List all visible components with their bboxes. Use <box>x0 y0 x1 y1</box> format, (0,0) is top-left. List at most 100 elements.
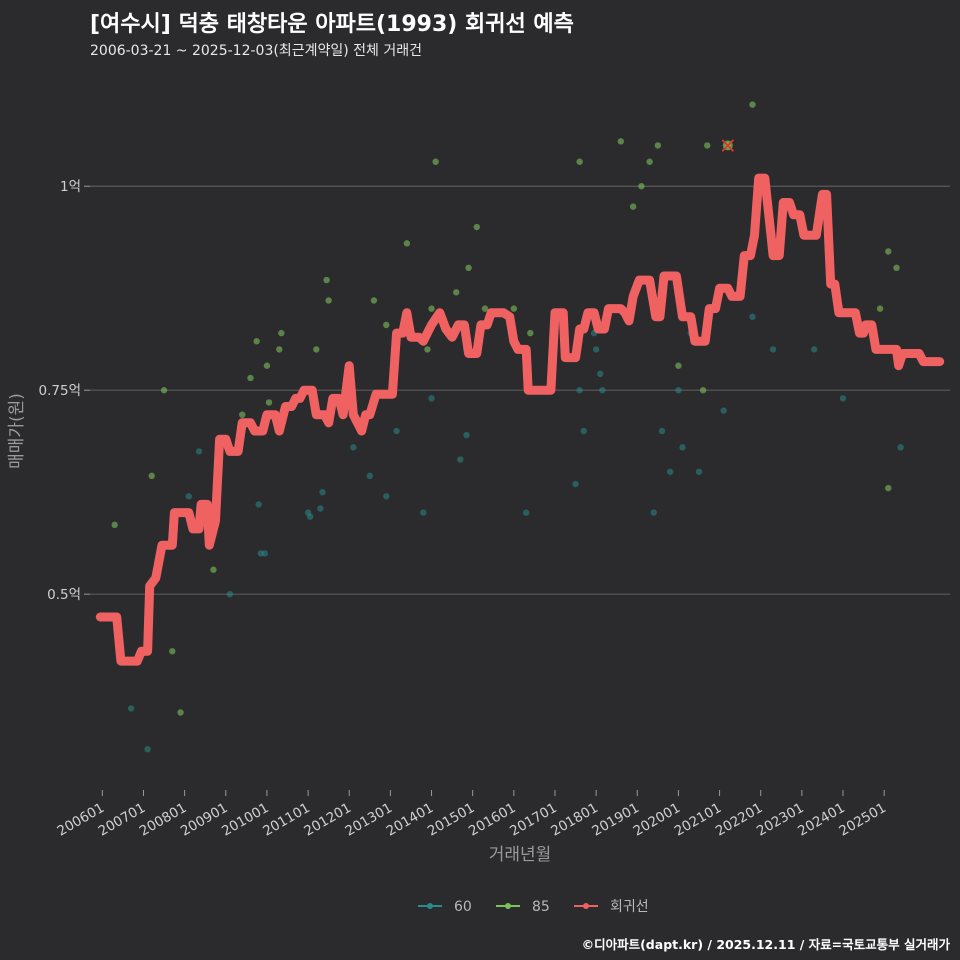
point-85 <box>169 648 176 655</box>
point-85 <box>263 362 271 369</box>
point-60 <box>599 387 606 394</box>
point-60 <box>650 509 657 516</box>
point-60 <box>144 746 151 753</box>
point-60 <box>383 493 390 500</box>
point-85 <box>885 248 892 255</box>
point-60 <box>675 387 682 394</box>
point-60 <box>420 509 427 516</box>
point-85 <box>278 329 285 337</box>
point-60 <box>679 444 686 451</box>
point-60 <box>572 480 579 488</box>
legend-swatch-dot <box>505 903 511 909</box>
point-85 <box>465 264 472 272</box>
point-85 <box>510 305 518 312</box>
point-85 <box>403 240 411 247</box>
point-85 <box>885 484 892 492</box>
legend-swatch-dot <box>583 903 589 909</box>
y-tick-label: 0.5억 <box>47 587 81 603</box>
marker-point <box>722 140 733 151</box>
point-60 <box>428 395 435 402</box>
point-60 <box>580 427 587 435</box>
point-85 <box>210 566 217 573</box>
legend-swatch-dot <box>427 903 433 909</box>
point-60 <box>127 705 135 712</box>
point-60 <box>592 346 600 353</box>
point-60 <box>306 513 314 520</box>
point-60 <box>695 468 703 475</box>
point-60 <box>666 468 674 475</box>
point-60 <box>195 448 203 455</box>
y-tick-label: 0.75억 <box>39 383 81 399</box>
point-85 <box>177 709 184 716</box>
point-85 <box>325 297 332 304</box>
point-85 <box>481 305 489 312</box>
legend-label: 85 <box>532 899 550 915</box>
point-85 <box>629 203 637 210</box>
point-85 <box>749 101 756 108</box>
point-85 <box>323 276 330 284</box>
series-85-points <box>111 101 900 716</box>
point-85 <box>265 399 273 406</box>
point-85 <box>148 472 155 480</box>
x-tick-label: 202501 <box>836 800 889 840</box>
highlight-marker: × <box>719 133 737 158</box>
point-85 <box>383 321 390 329</box>
point-60 <box>522 509 530 516</box>
point-60 <box>261 550 269 557</box>
point-85 <box>576 158 583 165</box>
marker-cross: × <box>719 133 737 158</box>
legend-label: 회귀선 <box>610 899 649 915</box>
point-60 <box>255 501 262 508</box>
series-60-points <box>127 313 904 753</box>
point-85 <box>253 338 260 345</box>
point-60 <box>366 472 374 480</box>
point-85 <box>638 183 645 190</box>
point-85 <box>704 142 711 149</box>
point-85 <box>160 387 168 394</box>
chart-title: [여수시] 덕충 태창타운 아파트(1993) 회귀선 예측 <box>90 12 574 37</box>
point-60 <box>457 456 464 463</box>
point-85 <box>654 142 662 149</box>
point-60 <box>393 427 400 435</box>
point-85 <box>313 346 320 353</box>
point-60 <box>749 313 756 320</box>
point-85 <box>239 411 246 418</box>
regression-line <box>95 173 945 666</box>
point-85 <box>453 289 460 296</box>
point-85 <box>527 329 534 337</box>
y-tick-label: 1억 <box>60 179 81 195</box>
point-85 <box>646 158 653 165</box>
point-85 <box>247 374 254 382</box>
point-85 <box>111 521 118 529</box>
point-60 <box>350 444 357 451</box>
point-60 <box>769 346 777 353</box>
point-85 <box>893 264 900 272</box>
point-60 <box>319 488 326 496</box>
y-axis: 0.5억 0.75억 1억 <box>39 179 90 603</box>
point-85 <box>424 346 431 353</box>
point-60 <box>185 493 192 500</box>
point-60 <box>720 407 727 414</box>
point-60 <box>576 387 583 394</box>
point-60 <box>597 370 604 378</box>
legend-label: 60 <box>454 899 472 915</box>
x-axis: 2006012007012008012009012010012011012012… <box>55 790 889 840</box>
point-60 <box>897 444 904 451</box>
point-85 <box>370 297 378 304</box>
legend: 60 85 회귀선 <box>418 899 649 915</box>
point-85 <box>617 138 625 145</box>
point-85 <box>432 158 439 165</box>
point-85 <box>876 305 884 312</box>
regression-line-group <box>95 173 945 666</box>
point-85 <box>428 305 435 312</box>
point-60 <box>811 346 818 353</box>
point-85 <box>675 362 682 369</box>
point-85 <box>473 223 480 231</box>
x-axis-title: 거래년월 <box>489 845 552 865</box>
point-85 <box>276 346 283 353</box>
y-axis-title: 매매가(원) <box>7 393 27 469</box>
point-85 <box>699 387 707 394</box>
footer-credit: ©디아파트(dapt.kr) / 2025.12.11 / 자료=국토교통부 실… <box>581 937 950 952</box>
chart-subtitle: 2006-03-21 ~ 2025-12-03(최근계약일) 전체 거래건 <box>90 43 422 59</box>
